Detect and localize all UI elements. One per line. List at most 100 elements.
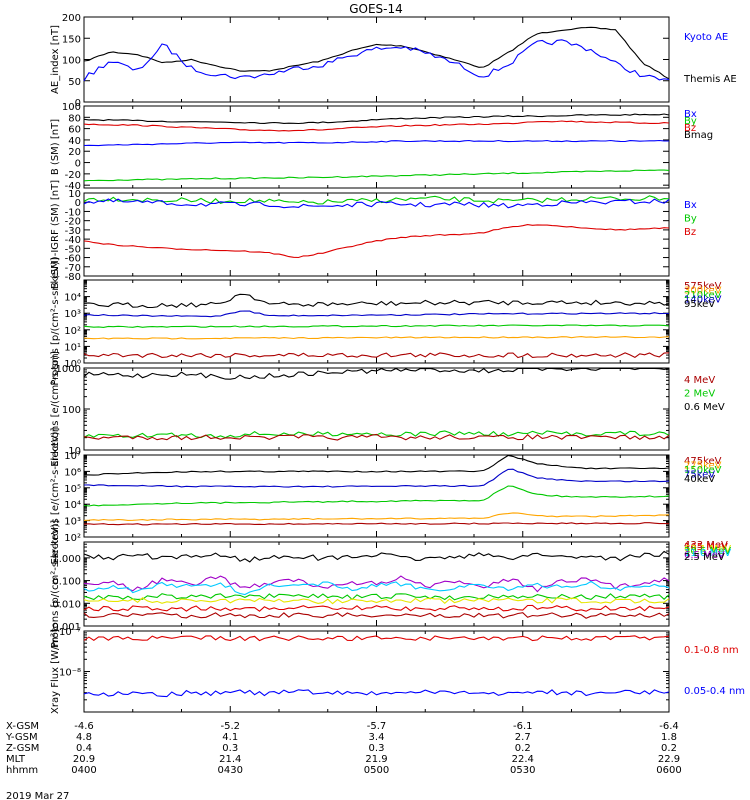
y-tick-label: -40 [65,235,81,246]
series-line-0-05-0-4-nm [83,689,670,698]
legend-label: 2 MeV [684,389,715,400]
legend-label: 433 MeV [684,540,728,551]
series-line-475kev [83,522,670,526]
y-tick-label: 10⁻⁸ [59,668,81,679]
footer-value: 0.3 [369,743,385,754]
series-line-95kev [83,293,670,309]
y-tick-label: 20 [68,147,81,158]
y-tick-label: 150 [62,34,81,45]
series-line-bmag [83,113,670,125]
series-line-0-1-0-8-nm [83,635,670,642]
series-line-300kev [83,336,670,340]
series-line-bz [83,224,670,259]
y-axis-label: B (SM) [nT] [50,119,61,175]
y-tick-label: 10⁷ [64,451,81,462]
series-line-150kev [83,485,670,507]
series-line-bx [83,198,670,209]
y-tick-label: 10 [68,189,81,200]
legend-label: 0.6 MeV [684,402,725,413]
footer-value: 0.4 [76,743,92,754]
legend-label: By [684,116,697,127]
legend-label: 2.5 MeV [684,552,725,563]
legend-label: Bx [684,200,697,211]
footer-value: -6.4 [659,721,679,732]
series-line-6-5-mev [83,575,670,593]
series-line-bx [83,139,670,147]
legend-label: 6.5 MeV [684,550,725,561]
y-axis-label: B (SM)-IGRF (SM) [nT] [50,180,61,289]
y-axis-label: Electrons [e/(cm²-s-sr-keV)] [50,427,61,564]
y-tick-label: 10³ [64,309,81,320]
legend-label: 75keV [684,470,715,481]
date-label: 2019 Mar 27 [6,791,69,800]
series-line-kyoto-ae [83,39,670,82]
legend-label: 4 MeV [684,375,715,386]
legend-label: 11.6 MeV [684,548,731,559]
y-tick-label: 200 [62,13,81,24]
y-axis-label: AE_index [nT] [50,25,61,94]
y-tick-label: 10⁰ [64,359,81,370]
series-line-30-6-mev [83,593,670,601]
legend-label: Bx [684,109,697,120]
y-tick-label: 0 [75,98,81,109]
footer-row-label: Z-GSM [6,743,39,754]
y-tick-label: 10 [68,446,81,457]
series-line-0-6-mev [83,367,670,380]
y-tick-label: 60 [68,125,81,136]
footer-value: 0530 [510,765,535,776]
y-axis-label: Protons [p/(cm²-s-sr-keV)] [50,257,61,385]
y-tick-label: 0.010 [52,599,81,610]
legend-label: 95keV [684,299,715,310]
panel-frame [83,16,670,103]
y-tick-label: -30 [65,226,81,237]
y-tick-label: 10⁴ [64,293,81,304]
y-tick-label: 1.000 [52,554,81,565]
footer-row-label: Y-GSM [5,732,38,743]
footer-value: 0600 [656,765,681,776]
y-tick-label: -60 [65,254,81,265]
y-axis-label: Protons [p/(cm²-s-sr-keV)] [50,520,61,648]
series-line-11-6-mev [83,580,670,596]
y-tick-label: 0 [75,159,81,170]
legend-label: Kyoto AE [684,32,728,43]
y-tick-label: 0 [75,198,81,209]
series-line-575kev [83,352,670,359]
legend-label: 0.1-0.8 nm [684,645,739,656]
y-tick-label: 10¹ [64,342,81,353]
legend-label: 165 MeV [684,542,728,553]
series-line-by [83,169,670,182]
legend-label: Bmag [684,130,713,141]
legend-label: 30.6 MeV [684,546,731,557]
y-tick-label: -70 [65,263,81,274]
y-tick-label: 10² [64,533,81,544]
footer-value: 4.8 [76,732,92,743]
footer-value: 0.2 [661,743,677,754]
footer-value: 21.9 [365,754,387,765]
y-tick-label: 40 [68,136,81,147]
y-tick-label: -80 [65,272,81,283]
legend-label: 0.05-0.4 nm [684,686,745,697]
legend-label: Bz [684,123,696,134]
series-line-165-mev [83,604,670,612]
legend-label: 150keV [684,465,722,476]
y-axis-label: Xray Flux [W/m²] [50,629,61,714]
series-line-140kev [83,310,669,318]
panel-frame [83,367,670,451]
legend-label: 275keV [684,461,722,472]
footer-value: 0.2 [515,743,531,754]
legend-label: 140keV [684,295,722,306]
series-line-2-5-mev [83,550,670,563]
y-tick-label: 50 [68,77,81,88]
y-tick-label: 10³ [64,517,81,528]
footer-value: 21.4 [219,754,241,765]
legend-label: 63.1 MeV [684,544,731,555]
y-tick-label: 10⁴ [64,500,81,511]
y-tick-label: -20 [65,217,81,228]
footer-value: 0.3 [222,743,238,754]
